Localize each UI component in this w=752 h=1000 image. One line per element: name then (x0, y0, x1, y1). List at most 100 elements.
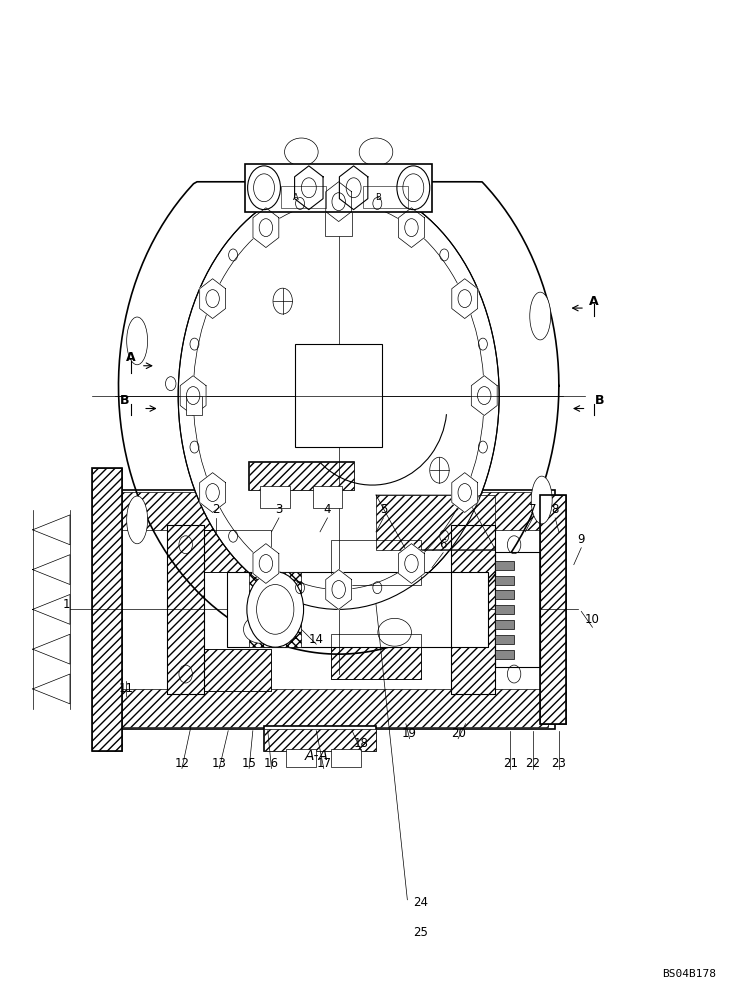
Text: 15: 15 (241, 757, 256, 770)
Polygon shape (180, 376, 206, 415)
Text: 9: 9 (578, 533, 585, 546)
Bar (331, 540, 421, 585)
Polygon shape (472, 376, 497, 415)
Polygon shape (376, 495, 496, 550)
Bar (205, 530, 271, 572)
Bar (313, 486, 342, 508)
Bar (167, 525, 205, 694)
Bar (115, 492, 547, 530)
Text: B: B (375, 193, 381, 202)
Text: 10: 10 (585, 613, 600, 626)
Bar (264, 729, 376, 751)
Polygon shape (32, 555, 70, 585)
Bar (496, 605, 514, 614)
Text: A: A (589, 295, 599, 308)
Ellipse shape (244, 615, 277, 643)
Ellipse shape (531, 476, 552, 524)
Bar (260, 486, 290, 508)
Bar (496, 576, 514, 585)
Bar (331, 749, 361, 767)
Ellipse shape (529, 292, 550, 340)
Polygon shape (32, 515, 70, 545)
Bar (92, 468, 123, 751)
Text: 18: 18 (353, 737, 368, 750)
Bar (167, 525, 205, 694)
Text: 12: 12 (174, 757, 190, 770)
Bar (496, 590, 514, 599)
Polygon shape (32, 634, 70, 664)
Ellipse shape (126, 317, 147, 365)
Polygon shape (452, 279, 478, 319)
Bar (450, 525, 496, 694)
Bar (186, 396, 202, 415)
Polygon shape (326, 182, 352, 222)
Circle shape (397, 166, 429, 210)
Bar (245, 164, 432, 212)
Bar (496, 620, 514, 629)
Polygon shape (253, 208, 279, 248)
Polygon shape (119, 182, 559, 654)
Polygon shape (32, 594, 70, 624)
Bar (496, 635, 514, 644)
Text: 3: 3 (275, 503, 283, 516)
Bar (376, 495, 496, 550)
Bar (540, 495, 566, 724)
Polygon shape (295, 166, 323, 210)
Polygon shape (253, 544, 279, 583)
Polygon shape (339, 166, 368, 210)
Text: BS04B178: BS04B178 (662, 969, 716, 979)
Bar (115, 689, 547, 727)
Bar (249, 572, 302, 647)
Text: 16: 16 (264, 757, 279, 770)
Bar (92, 468, 123, 751)
Text: 14: 14 (309, 633, 324, 646)
Bar (296, 344, 382, 447)
Circle shape (178, 182, 499, 609)
Bar (108, 490, 555, 729)
Circle shape (429, 457, 449, 483)
Text: 24: 24 (414, 896, 429, 909)
Text: B: B (120, 394, 129, 407)
Text: 13: 13 (212, 757, 226, 770)
Bar (287, 749, 317, 767)
Text: 8: 8 (551, 503, 559, 516)
Bar (540, 495, 566, 724)
Circle shape (247, 166, 280, 210)
Circle shape (273, 288, 293, 314)
Bar (205, 530, 271, 572)
Text: A-A: A-A (305, 749, 329, 763)
Circle shape (247, 572, 304, 647)
Bar (205, 649, 271, 691)
Bar (331, 634, 421, 679)
Polygon shape (32, 674, 70, 704)
Bar (226, 572, 488, 647)
Ellipse shape (284, 138, 318, 166)
Bar (205, 649, 271, 691)
Text: 23: 23 (551, 757, 566, 770)
Text: A: A (293, 193, 299, 202)
Text: 1: 1 (62, 598, 70, 611)
Text: 22: 22 (525, 757, 540, 770)
Bar (363, 186, 408, 208)
Text: 4: 4 (323, 503, 331, 516)
Ellipse shape (359, 138, 393, 166)
Text: 21: 21 (503, 757, 518, 770)
Polygon shape (399, 544, 424, 583)
Text: 5: 5 (380, 503, 387, 516)
Bar (450, 525, 496, 694)
Ellipse shape (378, 618, 411, 646)
Bar (496, 650, 514, 659)
Polygon shape (399, 208, 424, 248)
Text: A: A (126, 351, 136, 364)
Text: 25: 25 (414, 926, 428, 939)
Text: B: B (595, 394, 605, 407)
Bar (496, 552, 540, 667)
Polygon shape (200, 279, 226, 319)
Bar (249, 462, 353, 490)
Text: 20: 20 (450, 727, 465, 740)
Polygon shape (326, 570, 352, 609)
Bar (331, 634, 421, 679)
Bar (326, 212, 352, 236)
Polygon shape (452, 473, 478, 512)
Text: 11: 11 (119, 682, 133, 695)
